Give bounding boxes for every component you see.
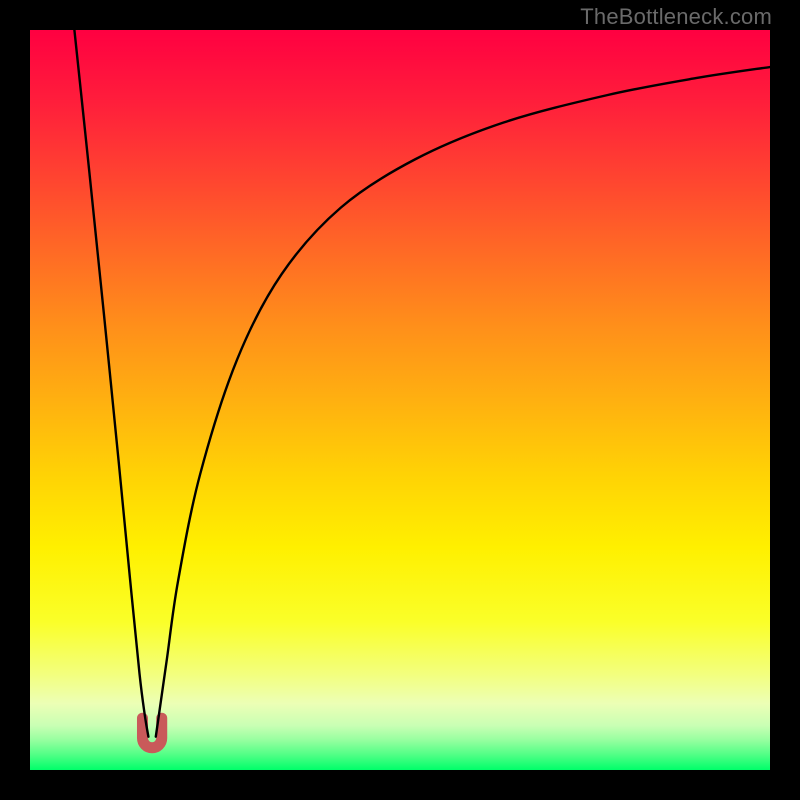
plot-area	[30, 30, 770, 770]
chart-container: TheBottleneck.com	[0, 0, 800, 800]
curve-left-branch	[74, 30, 148, 737]
watermark-label: TheBottleneck.com	[580, 4, 772, 30]
bottleneck-curve	[30, 30, 770, 770]
curve-right-branch	[156, 67, 770, 737]
